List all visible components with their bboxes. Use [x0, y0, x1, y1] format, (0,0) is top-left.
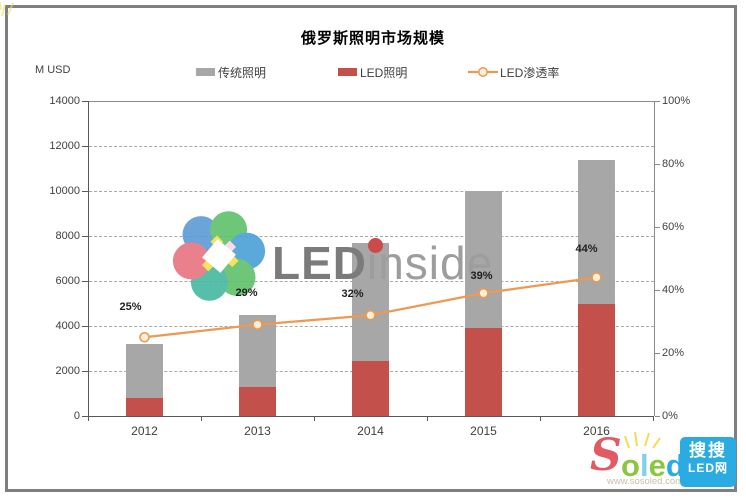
x-axis-tickmark	[201, 417, 202, 421]
left-axis-tick-label: 8000	[55, 230, 80, 242]
left-axis-tickmark	[82, 146, 88, 147]
h-gridline	[89, 236, 654, 237]
soled-badge-line1: 搜搜	[689, 441, 727, 460]
legend-swatch-icon	[338, 68, 357, 76]
soled-letter-s: S	[590, 430, 622, 481]
soled-badge: 搜搜 LED网	[680, 437, 736, 487]
x-axis-category-label: 2012	[131, 424, 158, 438]
x-axis-tickmark	[88, 417, 89, 421]
penetration-point-label: 25%	[119, 301, 142, 314]
left-axis-tick-label: 0	[73, 410, 80, 422]
h-gridline	[89, 146, 654, 147]
soled-badge-line2: LED网	[687, 461, 728, 475]
penetration-point-label: 29%	[235, 286, 258, 299]
right-axis-tickmark	[655, 416, 660, 417]
x-axis-category-label: 2013	[244, 424, 271, 438]
right-axis-tickmark	[655, 164, 660, 165]
chart-title: 俄罗斯照明市场规模	[300, 30, 445, 47]
ledinside-text-led: LED	[272, 237, 367, 289]
soled-rays-icon	[624, 431, 661, 449]
right-axis-tickmark	[655, 101, 660, 102]
legend-item-1: 传统照明	[196, 64, 266, 80]
legend-line-marker-icon	[468, 66, 498, 78]
bar-traditional-2016	[578, 159, 615, 304]
right-axis-tick-label: 100%	[662, 95, 691, 107]
ledinside-i-dot-icon	[368, 238, 383, 253]
legend-label: LED渗透率	[500, 65, 560, 80]
left-axis-tickmark	[82, 236, 88, 237]
penetration-point-label: 44%	[575, 243, 598, 256]
corner-rays-decoration	[0, 1, 14, 17]
bar-led-2016	[578, 303, 615, 416]
h-gridline	[89, 191, 654, 192]
legend-swatch-icon	[196, 68, 215, 76]
right-axis-tick-label: 80%	[662, 158, 685, 170]
right-axis-tickmark	[655, 290, 660, 291]
legend-item-3: LED渗透率	[468, 64, 559, 80]
legend-item-2: LED照明	[338, 64, 407, 80]
left-axis-tickmark	[82, 371, 88, 372]
bar-led-2014	[352, 360, 389, 416]
soled-watermark: S oled www.sosoled.com 搜搜 LED网	[590, 430, 740, 494]
bar-led-2012	[126, 398, 163, 416]
x-axis-tickmark	[314, 417, 315, 421]
x-axis-category-label: 2015	[470, 424, 497, 438]
soled-letter-l: l	[639, 448, 649, 483]
penetration-point-label: 39%	[470, 270, 493, 283]
x-axis-tickmark	[540, 417, 541, 421]
left-axis-tick-label: 6000	[55, 275, 80, 287]
soled-letter-o: o	[621, 448, 640, 483]
bar-led-2015	[465, 328, 502, 416]
bar-traditional-2012	[126, 344, 163, 398]
soled-letter-e: e	[648, 448, 666, 483]
left-axis-tick-label: 2000	[55, 365, 80, 377]
left-axis-tickmark	[82, 326, 88, 327]
left-axis-tickmark	[82, 191, 88, 192]
left-axis-tick-label: 14000	[49, 95, 80, 107]
right-axis-tickmark	[655, 227, 660, 228]
right-axis-tick-label: 20%	[662, 347, 685, 359]
left-axis-unit-label: M USD	[35, 64, 71, 76]
penetration-point-label: 32%	[341, 288, 364, 301]
right-axis-tick-label: 0%	[662, 410, 678, 422]
left-axis-tick-label: 10000	[49, 185, 80, 197]
x-axis-tickmark	[653, 417, 654, 421]
ledinside-flower-icon	[172, 211, 266, 301]
x-axis-tickmark	[427, 417, 428, 421]
bar-led-2013	[239, 386, 276, 416]
plot-border-top	[88, 101, 654, 102]
legend-label: LED照明	[360, 65, 408, 80]
soled-url: www.sosoled.com	[607, 476, 684, 487]
left-axis-line	[88, 101, 89, 416]
bar-traditional-2013	[239, 314, 276, 387]
right-axis-tick-label: 40%	[662, 284, 685, 296]
legend-label: 传统照明	[218, 65, 267, 80]
x-axis-category-label: 2016	[583, 424, 610, 438]
right-axis-tickmark	[655, 353, 660, 354]
left-axis-tickmark	[82, 416, 88, 417]
left-axis-tickmark	[82, 281, 88, 282]
right-axis-line	[654, 101, 655, 416]
x-axis-line	[88, 416, 654, 417]
left-axis-tickmark	[82, 101, 88, 102]
x-axis-category-label: 2014	[357, 424, 384, 438]
left-axis-tick-label: 4000	[55, 320, 80, 332]
left-axis-tick-label: 12000	[49, 140, 80, 152]
right-axis-tick-label: 60%	[662, 221, 685, 233]
